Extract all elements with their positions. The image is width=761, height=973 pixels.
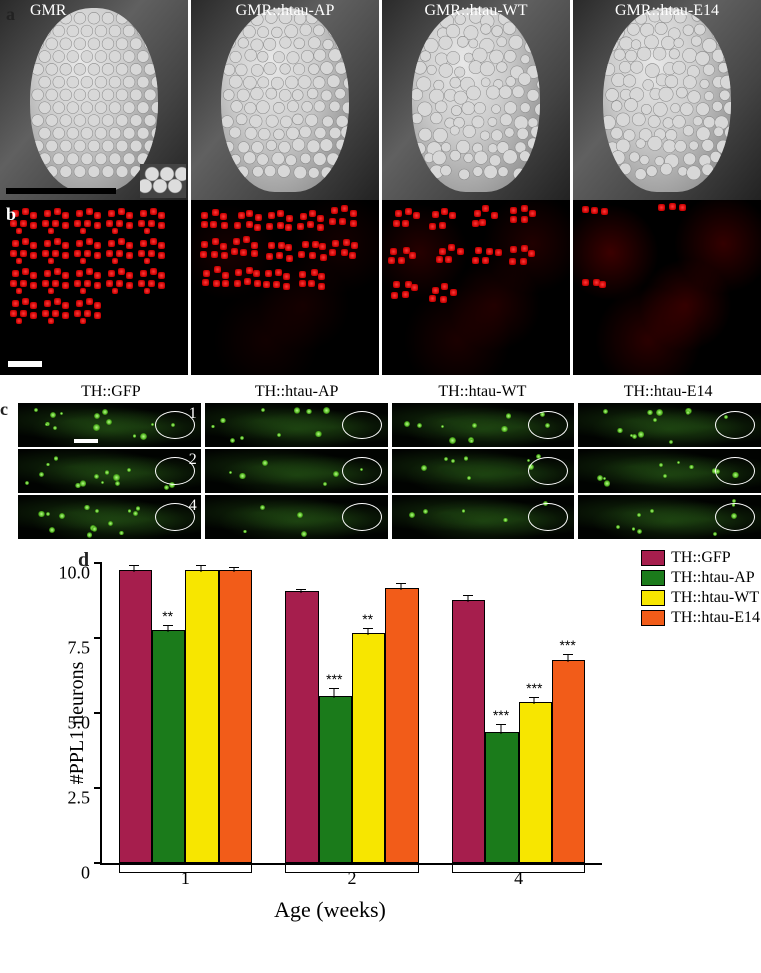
y-tick-label: 0 (81, 863, 90, 884)
scale-bar (6, 188, 116, 194)
bar (152, 630, 185, 863)
week-number: 4 (189, 497, 197, 515)
panel-c-label: c (0, 399, 8, 420)
brain-row: 4 (18, 495, 761, 539)
rhodopsin-panel (0, 200, 188, 375)
rhodopsin-panel (191, 200, 379, 375)
brain-panel: 1 (18, 403, 201, 447)
significance-marker: *** (493, 707, 509, 723)
genotype-label: TH::htau-E14 (575, 383, 761, 401)
bar (219, 570, 252, 863)
genotype-label: GMR::htau-WT (424, 2, 527, 20)
significance-marker: *** (559, 637, 575, 653)
bar (319, 696, 352, 863)
bar (352, 633, 385, 863)
legend-item: TH::GFP (641, 549, 760, 567)
rhodopsin-panel (573, 200, 761, 375)
brain-panel: 4 (18, 495, 201, 539)
panel-d-label: d (78, 549, 89, 572)
sem-panel: GMR::htau-AP (191, 0, 379, 200)
significance-marker: ** (162, 608, 173, 624)
y-tick-label: 7.5 (68, 638, 91, 659)
x-tick-label: 4 (514, 868, 523, 889)
legend-label: TH::GFP (671, 549, 731, 567)
panel-a-row: a GMR GMR::htau-AP GMR::htau-WT GMR::htau-E… (0, 0, 761, 200)
ppl1-roi-circle (342, 457, 382, 485)
brain-panel (578, 495, 761, 539)
genotype-label: GMR::htau-E14 (615, 2, 719, 20)
scale-bar (8, 361, 42, 367)
brain-panel (578, 449, 761, 493)
brain-row: 2 (18, 449, 761, 493)
ppl1-roi-circle (715, 503, 755, 531)
ppl1-roi-circle (715, 411, 755, 439)
bar (285, 591, 318, 863)
ppl1-roi-circle (528, 503, 568, 531)
sem-panel: GMR::htau-E14 (573, 0, 761, 200)
ppl1-roi-circle (342, 411, 382, 439)
bar (119, 570, 152, 863)
brain-panel (392, 449, 575, 493)
panel-b-row: b (0, 200, 761, 375)
panel-d: d #PPL1 neurons 02.55.07.510.0**1*****2*… (60, 553, 600, 893)
panel-a-label: a (6, 4, 15, 25)
ppl1-roi-circle (528, 457, 568, 485)
brain-panel (205, 403, 388, 447)
significance-marker: ** (362, 611, 373, 627)
brain-panel (392, 495, 575, 539)
week-number: 2 (189, 451, 197, 469)
legend-swatch (641, 610, 665, 626)
legend-label: TH::htau-E14 (671, 609, 760, 627)
bar (185, 570, 218, 863)
legend-label: TH::htau-AP (671, 569, 755, 587)
legend: TH::GFPTH::htau-APTH::htau-WTTH::htau-E1… (641, 549, 760, 629)
scale-bar (74, 439, 98, 443)
ppl1-roi-circle (528, 411, 568, 439)
bar (385, 588, 418, 863)
y-tick-label: 2.5 (68, 788, 91, 809)
bar (485, 732, 518, 863)
legend-item: TH::htau-WT (641, 589, 760, 607)
brain-row: 1 (18, 403, 761, 447)
genotype-label: TH::GFP (18, 383, 204, 401)
brain-panel (205, 495, 388, 539)
genotype-label: TH::htau-AP (204, 383, 390, 401)
bar (452, 600, 485, 863)
sem-panel: GMR::htau-WT (382, 0, 570, 200)
legend-swatch (641, 590, 665, 606)
sem-inset (140, 164, 186, 198)
brain-panel: 2 (18, 449, 201, 493)
panel-b-label: b (6, 204, 16, 225)
legend-item: TH::htau-AP (641, 569, 760, 587)
y-tick-label: 5.0 (68, 713, 91, 734)
genotype-label: TH::htau-WT (390, 383, 576, 401)
legend-swatch (641, 550, 665, 566)
bar (519, 702, 552, 863)
brain-panel (578, 403, 761, 447)
legend-swatch (641, 570, 665, 586)
x-tick-label: 1 (181, 868, 190, 889)
legend-item: TH::htau-E14 (641, 609, 760, 627)
rhodopsin-panel (382, 200, 570, 375)
bar (552, 660, 585, 863)
figure: a GMR GMR::htau-AP GMR::htau-WT GMR::htau-E… (0, 0, 761, 923)
week-number: 1 (189, 405, 197, 423)
legend-label: TH::htau-WT (671, 589, 759, 607)
chart-area: 02.55.07.510.0**1*****2*********4 (100, 563, 602, 865)
genotype-label: GMR (30, 2, 66, 20)
brain-panel (205, 449, 388, 493)
ppl1-roi-circle (715, 457, 755, 485)
sem-panel: GMR (0, 0, 188, 200)
significance-marker: *** (526, 680, 542, 696)
x-tick-label: 2 (348, 868, 357, 889)
ppl1-roi-circle (342, 503, 382, 531)
significance-marker: *** (326, 671, 342, 687)
genotype-label: GMR::htau-AP (236, 2, 335, 20)
x-axis-label: Age (weeks) (60, 897, 600, 923)
brain-panel (392, 403, 575, 447)
panel-c: c TH::GFPTH::htau-APTH::htau-WTTH::htau-… (0, 383, 761, 539)
